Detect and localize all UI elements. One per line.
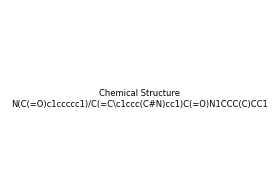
Text: Chemical Structure
N(C(=O)c1ccccc1)/C(=C\c1ccc(C#N)cc1)C(=O)N1CCC(C)CC1: Chemical Structure N(C(=O)c1ccccc1)/C(=C… xyxy=(11,89,268,109)
